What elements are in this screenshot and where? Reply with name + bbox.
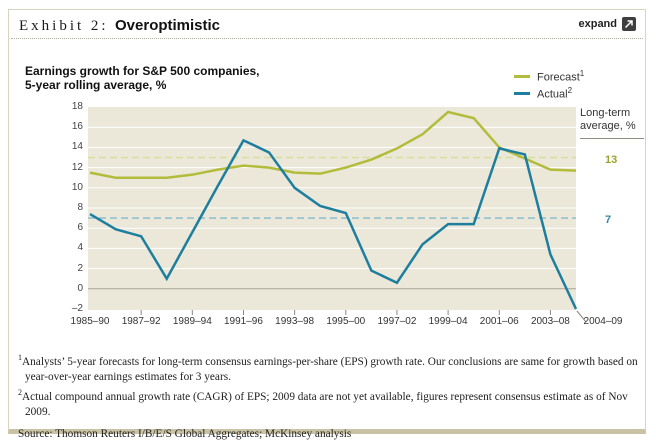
footnotes: 1Analysts’ 5-year forecasts for long-ter… (18, 350, 646, 442)
x-axis-label: 1995–00 (326, 316, 366, 327)
chart-title-line2: 5-year rolling average, % (25, 78, 167, 92)
exhibit-card: Exhibit 2: Overoptimistic expand Earning… (8, 9, 646, 440)
actual-line (89, 138, 578, 310)
chart-title-line1: Earnings growth for S&P 500 companies, (25, 64, 260, 78)
header-divider (11, 38, 643, 39)
y-axis-label: 2 (77, 262, 83, 274)
x-axis-label: 1997–02 (377, 316, 417, 327)
legend-label: Actual2 (537, 86, 573, 101)
actual-legend-swatch (514, 92, 530, 95)
chart-title: Earnings growth for S&P 500 companies, 5… (25, 64, 260, 92)
y-axis-label: 6 (77, 222, 83, 234)
forecast-line (89, 110, 577, 179)
footnote: 1Analysts’ 5-year forecasts for long-ter… (18, 353, 638, 383)
y-axis-label: 16 (71, 121, 83, 133)
x-axis-label: 2003–08 (530, 316, 570, 327)
exhibit-label: Exhibit 2: (19, 18, 109, 34)
last-label-leader (576, 310, 587, 323)
long-term-title-line1: Long-term (580, 107, 631, 119)
expand-icon[interactable] (622, 17, 636, 31)
x-axis-label: 1989–94 (172, 316, 212, 327)
y-axis-label: 12 (71, 161, 83, 173)
source-line: Source: Thomson Reuters I/B/E/S Global A… (18, 427, 352, 440)
footnote: 2Actual compound annual growth rate (CAG… (18, 387, 628, 418)
long-term-panel-rule (580, 138, 644, 139)
actual-legend-item: Actual2 (514, 85, 584, 102)
y-axis-label: 4 (77, 242, 83, 254)
forecast-legend-item: Forecast1 (514, 68, 584, 85)
legend: Forecast1 Actual2 (514, 68, 584, 102)
long-term-title-line2: average, % (580, 120, 636, 132)
actual-average-value: 7 (605, 214, 612, 227)
y-axis-label: 18 (71, 101, 83, 112)
long-term-average-panel: Long-term average, % (580, 107, 650, 139)
legend-label: Forecast1 (537, 69, 585, 84)
line-chart-plot (88, 107, 587, 323)
x-axis-label: 1985–90 (70, 316, 110, 327)
y-axis-label: 14 (71, 141, 83, 153)
y-axis-label: –2 (71, 303, 83, 314)
x-axis-label: 1993–98 (275, 316, 315, 327)
x-axis-label: 1991–96 (224, 316, 263, 327)
y-axis-label: 8 (77, 202, 83, 213)
expand-button[interactable]: expand (578, 17, 636, 31)
exhibit-title: Overoptimistic (115, 17, 221, 34)
x-axis-label: 2001–06 (479, 316, 519, 327)
x-axis-label: 1987–92 (121, 316, 161, 327)
x-axis-label: 1999–04 (428, 316, 468, 327)
y-axis-label: 0 (77, 282, 83, 294)
x-axis-label: 2004–09 (583, 316, 623, 327)
expand-label[interactable]: expand (578, 18, 617, 30)
forecast-legend-swatch (514, 75, 530, 78)
forecast-average-value: 13 (605, 153, 618, 166)
y-axis-label: 10 (71, 181, 83, 193)
